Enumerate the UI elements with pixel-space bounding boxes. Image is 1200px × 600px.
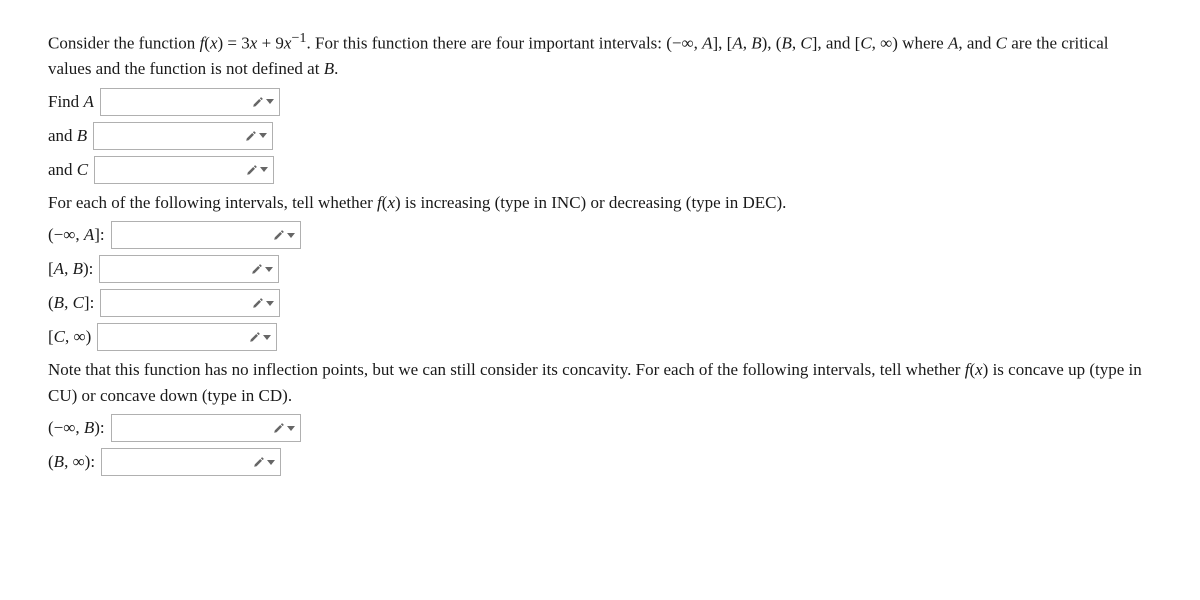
- find-row: and C: [48, 156, 1152, 184]
- concavity-input[interactable]: [111, 414, 301, 442]
- incdec-input[interactable]: [97, 323, 277, 351]
- incdec-input[interactable]: [99, 255, 279, 283]
- concavity-input-wrap: [111, 414, 301, 442]
- find-row: Find A: [48, 88, 1152, 116]
- concavity-section: (−∞, B): (B, ∞):: [48, 414, 1152, 476]
- incdec-label: (−∞, A]:: [48, 222, 105, 248]
- concavity-row: (B, ∞):: [48, 448, 1152, 476]
- intro-text: Consider the function f(x) = 3x + 9x−1. …: [48, 28, 1152, 82]
- incdec-row: (−∞, A]:: [48, 221, 1152, 249]
- find-input-wrap: [94, 156, 274, 184]
- incdec-row: (B, C]:: [48, 289, 1152, 317]
- find-label: and B: [48, 123, 87, 149]
- concavity-input-wrap: [101, 448, 281, 476]
- concavity-input[interactable]: [101, 448, 281, 476]
- find-row: and B: [48, 122, 1152, 150]
- concavity-label: (−∞, B):: [48, 415, 105, 441]
- incdec-input-wrap: [99, 255, 279, 283]
- find-input[interactable]: [93, 122, 273, 150]
- incdec-input-wrap: [100, 289, 280, 317]
- concavity-row: (−∞, B):: [48, 414, 1152, 442]
- concavity-prompt: Note that this function has no inflectio…: [48, 357, 1152, 408]
- incdec-label: [C, ∞): [48, 324, 91, 350]
- find-input[interactable]: [94, 156, 274, 184]
- incdec-section: (−∞, A]: [A, B): (B, C]: [C, ∞): [48, 221, 1152, 351]
- incdec-row: [A, B):: [48, 255, 1152, 283]
- incdec-input-wrap: [111, 221, 301, 249]
- find-label: and C: [48, 157, 88, 183]
- incdec-row: [C, ∞): [48, 323, 1152, 351]
- find-input-wrap: [100, 88, 280, 116]
- incdec-label: (B, C]:: [48, 290, 94, 316]
- incdec-input[interactable]: [111, 221, 301, 249]
- find-input-wrap: [93, 122, 273, 150]
- find-label: Find A: [48, 89, 94, 115]
- concavity-label: (B, ∞):: [48, 449, 95, 475]
- incdec-label: [A, B):: [48, 256, 93, 282]
- incdec-input-wrap: [97, 323, 277, 351]
- incdec-input[interactable]: [100, 289, 280, 317]
- find-input[interactable]: [100, 88, 280, 116]
- find-section: Find A and B and C: [48, 88, 1152, 184]
- incdec-prompt: For each of the following intervals, tel…: [48, 190, 1152, 216]
